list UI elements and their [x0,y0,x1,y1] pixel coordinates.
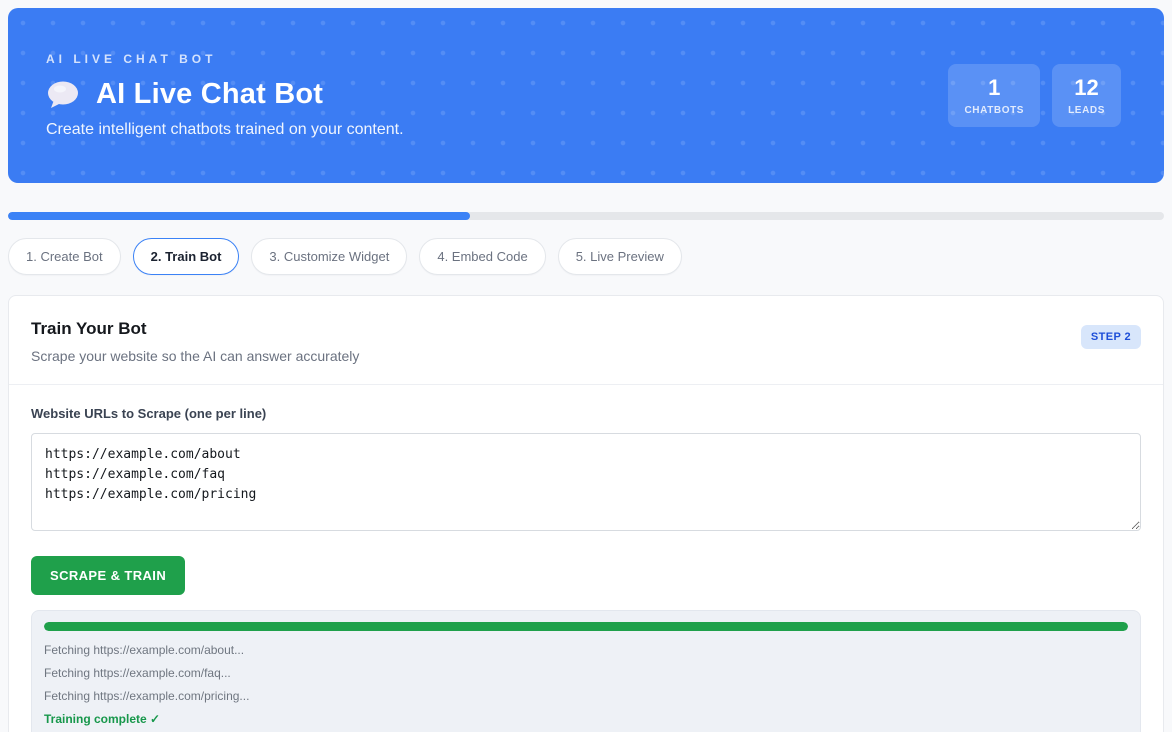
step-tab-1[interactable]: 1. Create Bot [8,238,121,275]
wizard-progress-fill [8,212,471,220]
wizard-step-tabs: 1. Create Bot 2. Train Bot 3. Customize Wi… [8,238,1164,275]
card-header: Train Your Bot Scrape your website so th… [9,296,1163,385]
stat-card-leads: 12 LEADS [1052,64,1121,127]
app-subtitle: Create intelligent chatbots trained on y… [46,121,404,138]
step-badge: STEP 2 [1080,325,1141,349]
wizard-progress-track [8,212,1164,220]
stat-value: 12 [1074,75,1099,101]
banner-eyebrow: AI LIVE CHAT BOT [46,52,217,66]
training-progress-track [44,622,1128,631]
step-tab-5[interactable]: 5. Live Preview [557,238,682,275]
stat-label: CHATBOTS [964,104,1025,116]
training-log-lines: Fetching https://example.com/about... Fet… [44,638,1128,730]
card-title: Train Your Bot [31,319,147,338]
app-banner: AI LIVE CHAT BOT AI Live Chat Bot Create… [8,8,1164,183]
log-line: Fetching https://example.com/about... [44,642,245,657]
train-bot-card: Train Your Bot Scrape your website so th… [8,295,1164,732]
urls-label: Website URLs to Scrape (one per line) [31,406,267,421]
card-body: Website URLs to Scrape (one per line) ht… [9,385,1163,732]
log-line-training-complete: Training complete ✓ [44,711,161,726]
step-tab-3[interactable]: 3. Customize Widget [251,238,408,275]
banner-text-block: AI LIVE CHAT BOT AI Live Chat Bot Create… [46,52,404,139]
stat-card-chatbots: 1 CHATBOTS [948,64,1041,127]
step-tab-4[interactable]: 4. Embed Code [419,238,546,275]
app-title: AI Live Chat Bot [96,78,324,110]
stat-value: 1 [988,75,1001,101]
training-progress-fill [44,622,1128,631]
urls-textarea[interactable]: https://example.com/about https://exampl… [31,433,1141,531]
stat-label: LEADS [1068,104,1105,116]
log-line: Fetching https://example.com/faq... [44,665,231,680]
training-log-panel: Fetching https://example.com/about... Fet… [31,610,1141,732]
banner-stats: 1 CHATBOTS 12 LEADS [948,64,1121,127]
scrape-train-button[interactable]: SCRAPE & TRAIN [31,556,186,595]
speech-balloon-icon [46,80,80,110]
log-line: Fetching https://example.com/pricing... [44,688,250,703]
card-subtitle: Scrape your website so the AI can answer… [31,348,360,364]
step-tab-2[interactable]: 2. Train Bot [132,238,240,275]
